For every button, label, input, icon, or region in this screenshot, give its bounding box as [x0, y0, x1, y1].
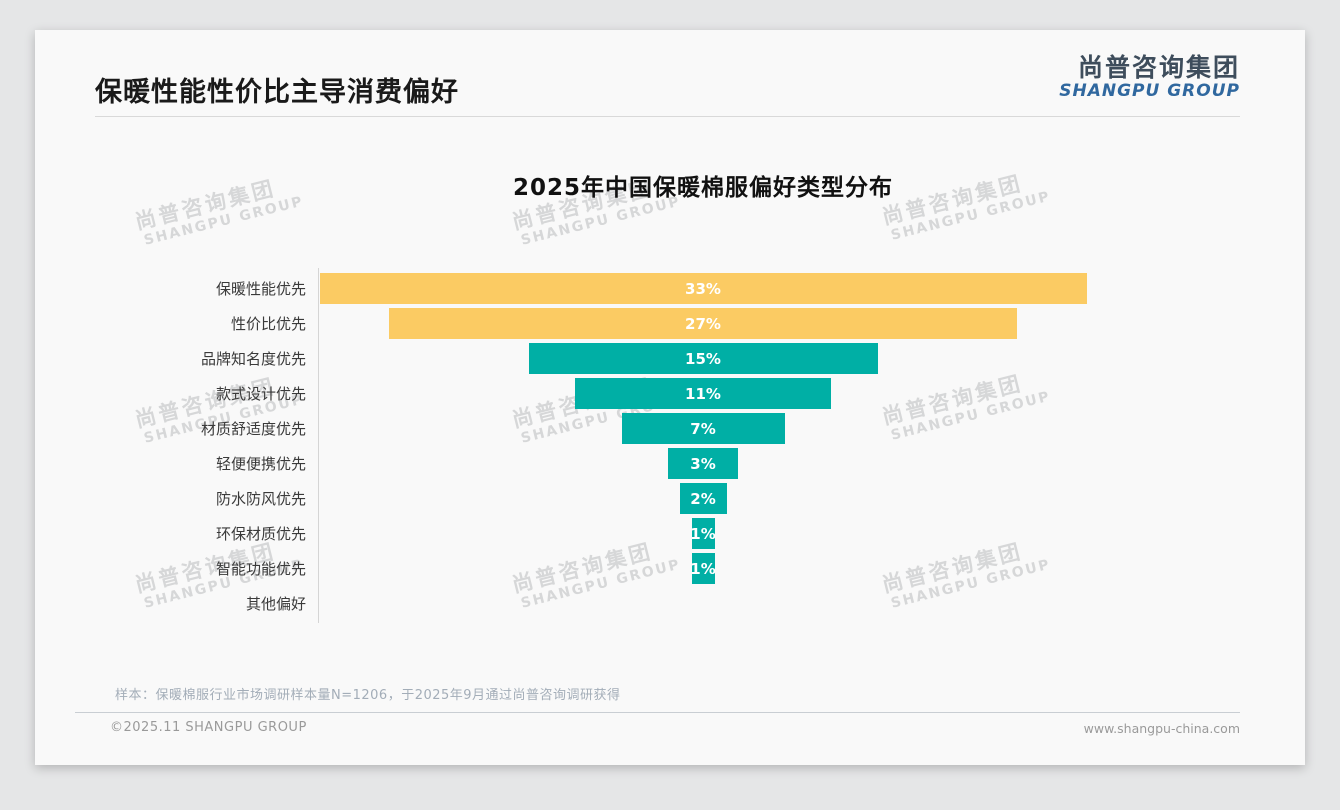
- category-label: 轻便便携优先: [215, 455, 306, 473]
- bar: 1%: [690, 518, 716, 549]
- category-label: 智能功能优先: [215, 560, 306, 578]
- bar-value-label: 15%: [685, 349, 721, 368]
- bar-track: 33%: [318, 271, 1088, 306]
- bar-row: 轻便便携优先 3%: [35, 446, 1305, 481]
- category-label: 防水防风优先: [215, 490, 306, 508]
- bar-track: 1%: [318, 516, 1088, 551]
- bar: 7%: [621, 413, 785, 444]
- copyright-text: ©2025.11 SHANGPU GROUP: [110, 720, 307, 735]
- bar-value-label: 33%: [685, 279, 721, 298]
- bar: 15%: [528, 343, 878, 374]
- sample-note: 样本：保暖棉服行业市场调研样本量N=1206，于2025年9月通过尚普咨询调研获…: [115, 688, 621, 703]
- bar-track: [318, 586, 1088, 621]
- bar-track: 27%: [318, 306, 1088, 341]
- page-title: 保暖性能性价比主导消费偏好: [95, 77, 459, 108]
- category-label: 其他偏好: [245, 595, 306, 613]
- bar: 2%: [679, 483, 727, 514]
- watermark-chinese-text: 尚普咨询集团: [132, 176, 279, 235]
- bar-row: 款式设计优先 11%: [35, 376, 1305, 411]
- report-card: 尚普咨询集团 SHANGPU GROUP 尚普咨询集团 SHANGPU GROUP 尚普…: [35, 30, 1305, 765]
- company-logo: 尚普咨询集团 SHANGPU GROUP: [1059, 54, 1240, 100]
- bar: 3%: [668, 448, 738, 479]
- watermark-english-text: SHANGPU GROUP: [519, 193, 683, 249]
- footer-divider: [75, 712, 1240, 713]
- bar-value-label: 1%: [690, 559, 716, 578]
- bar-row: 环保材质优先 1%: [35, 516, 1305, 551]
- bar: 1%: [690, 553, 716, 584]
- bar-value-label: 11%: [685, 384, 721, 403]
- bar-row: 保暖性能优先 33%: [35, 271, 1305, 306]
- bar-track: 11%: [318, 376, 1088, 411]
- category-label: 款式设计优先: [215, 385, 306, 403]
- bar-row: 防水防风优先 2%: [35, 481, 1305, 516]
- bar-value-label: 3%: [690, 454, 716, 473]
- bar-value-label: 1%: [690, 524, 716, 543]
- bar: 27%: [389, 308, 1017, 339]
- bar-value-label: 27%: [685, 314, 721, 333]
- bar-track: 2%: [318, 481, 1088, 516]
- category-label: 性价比优先: [230, 315, 306, 333]
- y-axis-line: [318, 268, 319, 623]
- watermark-english-text: SHANGPU GROUP: [142, 193, 306, 249]
- category-label: 环保材质优先: [215, 525, 306, 543]
- bar-track: 3%: [318, 446, 1088, 481]
- bar-row: 智能功能优先 1%: [35, 551, 1305, 586]
- bar-row: 材质舒适度优先 7%: [35, 411, 1305, 446]
- category-label: 品牌知名度优先: [200, 350, 306, 368]
- bar-track: 1%: [318, 551, 1088, 586]
- bar-row: 品牌知名度优先 15%: [35, 341, 1305, 376]
- bar-track: 15%: [318, 341, 1088, 376]
- bar-rows: 保暖性能优先 33% 性价比优先 27% 品牌知名度优先 15% 款式设计优先 11% 材质舒适…: [35, 271, 1305, 621]
- bar: 11%: [575, 378, 831, 409]
- bar-value-label: 2%: [690, 489, 716, 508]
- logo-chinese-text: 尚普咨询集团: [1077, 53, 1240, 82]
- category-label: 保暖性能优先: [215, 280, 306, 298]
- bar: 33%: [319, 273, 1087, 304]
- bar-row: 性价比优先 27%: [35, 306, 1305, 341]
- bar-value-label: 7%: [690, 419, 716, 438]
- header-divider: [95, 116, 1240, 117]
- website-url: www.shangpu-china.com: [1083, 721, 1240, 736]
- bar-row: 其他偏好: [35, 586, 1305, 621]
- chart-title: 2025年中国保暖棉服偏好类型分布: [512, 175, 893, 201]
- category-label: 材质舒适度优先: [200, 420, 306, 438]
- logo-english-text: SHANGPU GROUP: [1059, 80, 1240, 101]
- bar-track: 7%: [318, 411, 1088, 446]
